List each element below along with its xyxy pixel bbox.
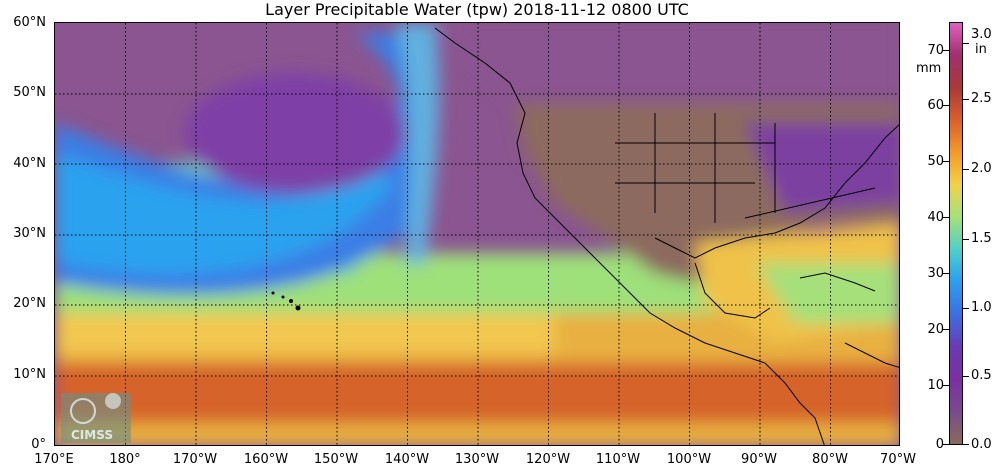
lon-label-80w: 80°W [812,452,848,467]
lat-label-10n: 10°N [13,367,46,382]
lon-label-110w: 110°W [595,452,641,467]
lon-label-180: 180° [109,452,141,467]
colorbar-mm-50: 50 [927,154,944,169]
colorbar-mm-70: 70 [927,43,944,58]
colorbar-mm-40: 40 [927,210,944,225]
lat-label-60n: 60°N [13,15,46,30]
colorbar-in-unit: in [975,42,987,57]
lon-label-150w: 150°W [313,452,359,467]
lat-label-0: 0° [31,437,46,452]
colorbar-mm-30: 30 [927,266,944,281]
colorbar-in-2-5: 2.5 [971,91,992,106]
colorbar-in-3-0: 3.0 [971,27,992,42]
lon-label-90w: 90°W [741,452,777,467]
logo-text: CIMSS [71,428,113,442]
map-title: Layer Precipitable Water (tpw) 2018-11-1… [265,0,689,19]
map-image [55,23,899,445]
graticule [55,23,899,445]
colorbar-in-1-0: 1.0 [971,300,992,315]
lon-label-140w: 140°W [384,452,430,467]
lon-label-70w: 70°W [880,452,916,467]
lat-label-40n: 40°N [13,156,46,171]
coastlines [434,27,899,445]
lon-label-130w: 130°W [454,452,500,467]
colorbar-mm-0: 0 [935,437,944,452]
cimss-logo [61,393,131,443]
precipitable-water-map: CIMSS [54,22,900,446]
lon-label-160w: 160°W [243,452,289,467]
lat-label-30n: 30°N [13,226,46,241]
colorbar-in-0-5: 0.5 [971,368,992,383]
lon-label-100w: 100°W [666,452,712,467]
lon-label-170w: 170°W [172,452,218,467]
hawaii-islands [271,291,301,311]
colorbar-mm-unit: mm [916,61,942,76]
colorbar-in-2-0: 2.0 [971,161,992,176]
colorbar-in-0-0: 0.0 [971,437,992,452]
lat-label-20n: 20°N [13,296,46,311]
colorbar-in-1-5: 1.5 [971,231,992,246]
lat-label-50n: 50°N [13,85,46,100]
colorbar-mm-10: 10 [927,378,944,393]
lon-label-170e: 170°E [34,452,74,467]
colorbar-mm-20: 20 [927,322,944,337]
colorbar [949,22,963,445]
lon-label-120w: 120°W [525,452,571,467]
colorbar-mm-60: 60 [927,98,944,113]
